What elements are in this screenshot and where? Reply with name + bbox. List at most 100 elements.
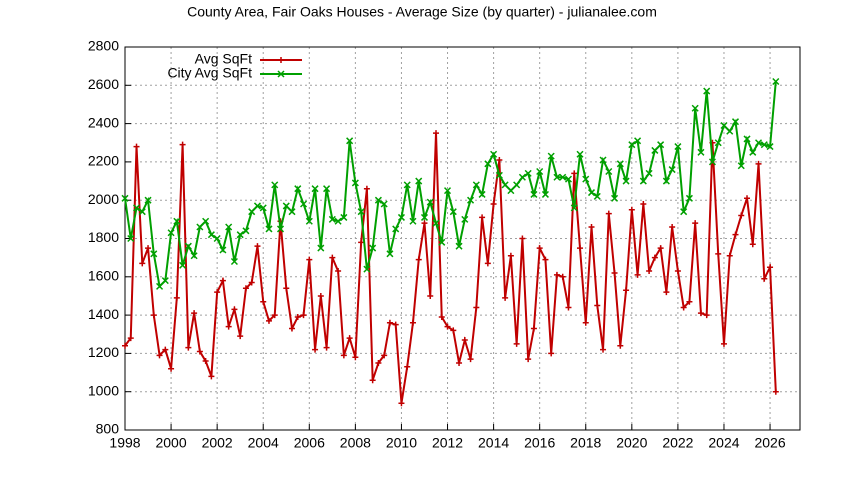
point-marker [501,181,509,189]
point-marker [548,350,555,357]
point-marker [703,312,710,319]
point-marker [173,294,180,301]
point-marker [760,141,768,149]
point-marker [363,265,371,273]
point-marker [715,250,722,257]
point-marker [196,348,203,355]
point-marker [490,150,498,158]
point-marker [139,260,146,267]
point-marker [196,223,204,231]
point-marker [524,169,532,177]
point-marker [179,141,186,148]
point-marker [225,223,233,231]
point-marker [565,304,572,311]
x-tick-label: 2016 [524,435,555,451]
point-marker [755,139,763,147]
point-marker [351,179,359,187]
point-marker [329,254,336,261]
point-marker [743,135,751,143]
point-marker [369,377,376,384]
x-tick-label: 2020 [616,435,647,451]
point-marker [375,359,382,366]
point-marker [259,204,267,212]
point-marker [427,292,434,299]
point-marker [317,292,324,299]
point-marker [703,87,711,95]
y-tick-label: 2800 [88,38,119,54]
y-tick-label: 1400 [88,306,119,322]
point-marker [156,282,164,290]
point-marker [761,275,768,282]
point-marker [214,289,221,296]
point-marker [547,152,555,160]
point-marker [720,121,728,130]
point-marker [397,213,405,221]
point-marker [386,319,393,326]
point-marker [669,224,676,231]
point-marker [611,269,618,276]
point-marker [438,314,445,321]
point-marker [138,208,146,216]
x-tick-label: 2002 [202,435,233,451]
point-marker [202,358,209,365]
point-marker [536,167,544,176]
point-marker [708,158,716,166]
point-marker [237,333,244,340]
point-marker [622,177,630,185]
point-marker [611,194,619,202]
x-tick-label: 2018 [570,435,601,451]
point-marker [456,359,463,366]
point-marker [426,198,434,206]
point-marker [265,317,272,324]
point-marker [278,57,284,63]
point-marker [306,256,313,263]
y-tick-label: 2200 [88,153,119,169]
y-tick-label: 1000 [88,382,119,398]
point-marker [576,150,584,158]
point-marker [628,206,635,213]
point-marker [443,187,452,195]
point-marker [640,201,647,208]
point-marker [433,130,440,137]
x-tick-label: 2006 [294,435,325,451]
point-marker [312,346,319,353]
point-marker [646,268,653,275]
point-marker [282,202,290,210]
point-marker [230,257,238,266]
point-marker [432,219,440,227]
point-marker [300,312,307,319]
x-tick-label: 2000 [155,435,186,451]
point-marker [726,127,734,135]
point-marker [697,310,704,317]
point-marker [392,321,399,328]
y-tick-label: 2400 [88,114,119,130]
point-marker [311,185,319,193]
point-marker [380,200,388,208]
point-marker [593,192,601,200]
point-marker [127,335,134,342]
point-marker [634,271,641,278]
point-marker [519,235,526,242]
x-tick-label: 2026 [754,435,785,451]
point-marker [323,344,330,351]
point-marker [346,335,353,342]
point-marker [651,146,659,154]
point-marker [772,77,780,86]
x-tick-label: 2004 [248,435,279,451]
point-marker [404,363,411,370]
point-marker [484,260,491,267]
point-marker [530,190,538,198]
point-marker [674,143,682,151]
point-marker [479,214,486,221]
point-marker [732,231,739,238]
point-marker [409,217,417,225]
y-tick-label: 1800 [88,229,119,245]
point-marker [358,239,365,246]
point-marker [571,170,578,177]
point-marker [720,340,727,347]
point-marker [559,273,566,280]
y-tick-label: 1600 [88,268,119,284]
point-marker [576,245,583,252]
point-marker [145,245,152,252]
